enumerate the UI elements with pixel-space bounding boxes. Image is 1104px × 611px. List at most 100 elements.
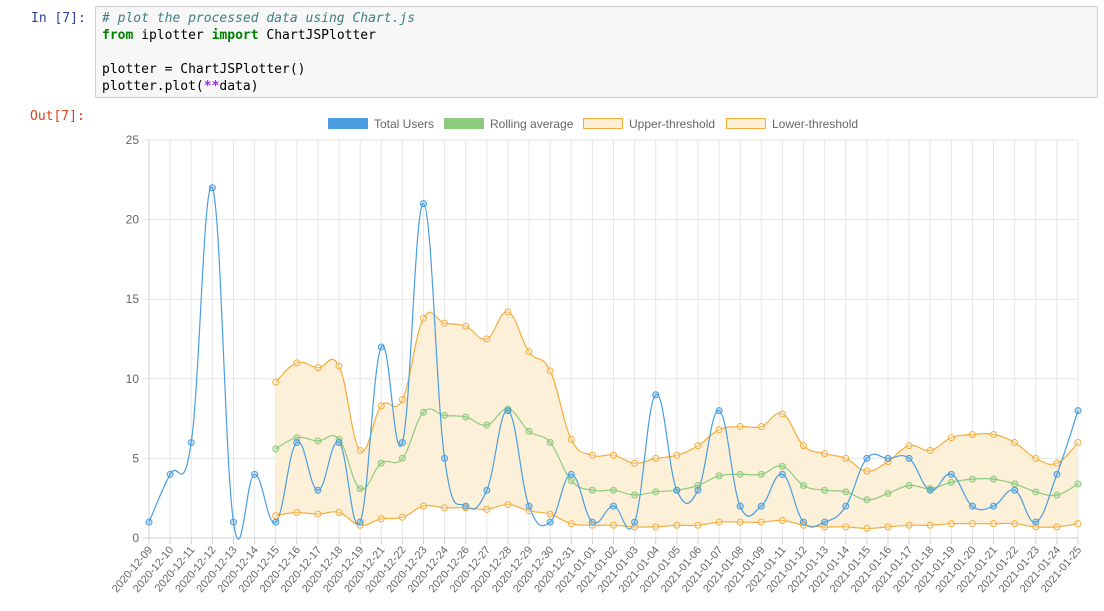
data-point-upper-threshold <box>398 395 406 403</box>
data-point-rolling-average <box>821 486 829 494</box>
data-point-lower-threshold <box>652 523 660 531</box>
data-point-total-users <box>673 486 681 494</box>
data-point-total-users <box>694 486 702 494</box>
data-point-lower-threshold <box>1011 520 1019 528</box>
legend-label-lower-threshold: Lower-threshold <box>772 117 859 131</box>
data-point-total-users <box>567 470 575 478</box>
data-point-rolling-average <box>968 475 976 483</box>
y-tick-label: 0 <box>132 531 139 545</box>
data-point-total-users <box>441 454 449 462</box>
data-point-lower-threshold <box>1074 520 1082 528</box>
data-point-rolling-average <box>778 462 786 470</box>
data-point-total-users <box>166 470 174 478</box>
data-point-rolling-average <box>293 434 301 442</box>
code-line-assign: plotter = ChartJSPlotter() <box>102 62 306 77</box>
data-point-lower-threshold <box>715 518 723 526</box>
data-point-rolling-average <box>419 408 427 416</box>
data-point-lower-threshold <box>947 520 955 528</box>
data-point-upper-threshold <box>525 348 533 356</box>
data-point-total-users <box>1032 518 1040 526</box>
data-point-upper-threshold <box>905 442 913 450</box>
data-point-rolling-average <box>715 472 723 480</box>
kwargs-operator: ** <box>203 79 220 94</box>
data-point-lower-threshold <box>1053 523 1061 531</box>
code-cell[interactable]: # plot the processed data using Chart.js… <box>95 6 1098 98</box>
data-point-total-users <box>546 518 554 526</box>
data-point-total-users <box>821 518 829 526</box>
data-point-total-users <box>968 502 976 510</box>
legend-label-rolling-average: Rolling average <box>490 117 574 131</box>
series-line-upper-threshold <box>275 311 1079 472</box>
data-point-total-users <box>145 518 153 526</box>
data-point-upper-threshold <box>631 459 639 467</box>
data-point-lower-threshold <box>631 523 639 531</box>
data-point-rolling-average <box>863 496 871 504</box>
data-point-rolling-average <box>546 438 554 446</box>
data-point-upper-threshold <box>419 314 427 322</box>
data-point-upper-threshold <box>1032 454 1040 462</box>
keyword-import: import <box>211 28 259 43</box>
y-tick-label: 5 <box>132 451 139 465</box>
data-point-upper-threshold <box>610 451 617 459</box>
data-point-upper-threshold <box>1053 459 1061 467</box>
data-point-lower-threshold <box>757 518 765 526</box>
data-point-upper-threshold <box>652 454 660 462</box>
data-point-rolling-average <box>694 481 702 489</box>
data-point-rolling-average <box>356 485 364 493</box>
data-point-upper-threshold <box>1011 438 1019 446</box>
data-point-upper-threshold <box>736 423 744 431</box>
data-point-lower-threshold <box>398 513 406 521</box>
y-tick-label: 10 <box>126 372 140 386</box>
data-point-rolling-average <box>736 470 744 478</box>
data-point-total-users <box>588 518 596 526</box>
data-point-total-users <box>863 454 871 462</box>
data-point-rolling-average <box>990 475 998 483</box>
data-point-total-users <box>884 454 892 462</box>
data-point-total-users <box>631 518 639 526</box>
data-point-total-users <box>1053 470 1061 478</box>
legend-swatch-rolling-average <box>444 118 484 129</box>
data-point-total-users <box>525 502 533 510</box>
plot-args: data) <box>219 79 259 94</box>
data-point-lower-threshold <box>1032 523 1040 531</box>
data-point-rolling-average <box>610 486 617 494</box>
data-point-total-users <box>187 438 195 446</box>
data-point-rolling-average <box>800 481 808 489</box>
data-point-lower-threshold <box>778 516 786 524</box>
data-point-total-users <box>356 518 364 526</box>
data-point-total-users <box>251 470 259 478</box>
data-point-upper-threshold <box>314 364 322 372</box>
data-point-upper-threshold <box>926 446 934 454</box>
data-point-total-users <box>652 391 660 399</box>
data-point-lower-threshold <box>483 505 491 513</box>
legend-swatch-upper-threshold <box>583 118 623 129</box>
data-point-rolling-average <box>398 454 406 462</box>
data-point-total-users <box>947 470 955 478</box>
data-point-lower-threshold <box>673 521 681 529</box>
legend-swatch-lower-threshold <box>726 118 766 129</box>
legend-swatch-total-users <box>328 118 368 129</box>
data-point-rolling-average <box>631 491 639 499</box>
imported-name: ChartJSPlotter <box>258 28 376 43</box>
data-point-lower-threshold <box>968 520 976 528</box>
data-point-lower-threshold <box>377 515 385 523</box>
data-point-total-users <box>504 407 512 415</box>
data-point-lower-threshold <box>419 502 427 510</box>
data-point-upper-threshold <box>293 359 301 367</box>
data-point-upper-threshold <box>778 410 786 418</box>
data-point-lower-threshold <box>694 521 702 529</box>
data-point-upper-threshold <box>863 467 871 475</box>
data-point-upper-threshold <box>947 434 955 442</box>
data-point-lower-threshold <box>905 521 913 529</box>
data-point-total-users <box>1074 407 1082 415</box>
data-point-lower-threshold <box>504 501 512 509</box>
data-point-rolling-average <box>377 459 385 467</box>
data-point-total-users <box>419 200 427 208</box>
data-point-lower-threshold <box>990 520 998 528</box>
data-point-upper-threshold <box>673 451 681 459</box>
data-point-total-users <box>293 438 301 446</box>
data-point-total-users <box>1011 486 1019 494</box>
data-point-rolling-average <box>652 488 660 496</box>
data-point-upper-threshold <box>800 442 808 450</box>
